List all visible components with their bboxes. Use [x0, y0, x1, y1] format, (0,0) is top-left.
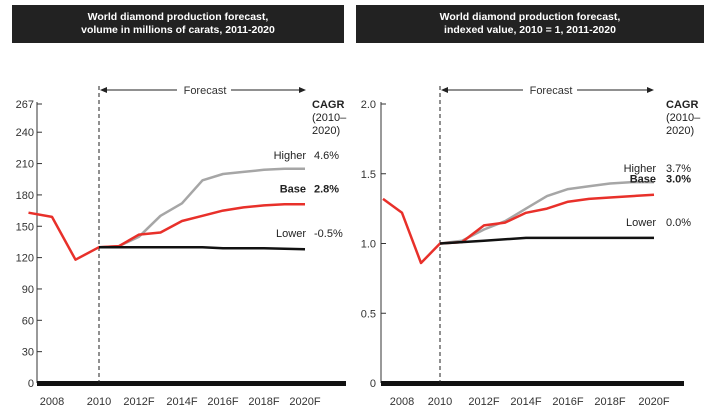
right-forecast-arrowhead-right — [647, 87, 654, 93]
left-series-cagr-higher: 4.6% — [314, 150, 339, 162]
right-cagr-header: 2020) — [666, 125, 694, 137]
right-series-line-base — [382, 193, 655, 265]
left-forecast-arrowhead-left — [100, 87, 107, 93]
right-x-tick-label: 2010 — [428, 396, 452, 408]
left-y-tick-label: 120 — [16, 253, 34, 265]
right-series-line-lower — [439, 236, 654, 245]
right-series-label-base: Base — [630, 174, 656, 186]
left-series-line-higher — [98, 167, 305, 249]
left-chart-title: World diamond production forecast, volum… — [12, 5, 344, 43]
right-series-cagr-lower: 0.0% — [666, 217, 691, 229]
right-y-tick-label: 0 — [370, 378, 376, 390]
left-chart-title-line1: World diamond production forecast, — [87, 11, 269, 23]
left-x-tick-label: 2018F — [248, 396, 279, 408]
left-x-tick-label: 2020F — [289, 396, 320, 408]
right-y-tick-label: 1.5 — [361, 169, 376, 181]
left-x-tick-label: 2014F — [166, 396, 197, 408]
left-x-tick-label: 2008 — [40, 396, 64, 408]
left-y-tick-label: 180 — [16, 190, 34, 202]
left-x-axis-baseline — [37, 381, 346, 386]
left-x-tick-label: 2010 — [87, 396, 111, 408]
left-series-line-lower — [99, 245, 306, 251]
left-y-tick-label: 150 — [16, 221, 34, 233]
left-series-cagr-lower: -0.5% — [314, 228, 343, 240]
right-forecast-arrowhead-left — [441, 87, 448, 93]
left-y-tick-label: 210 — [16, 159, 34, 171]
right-series-line-higher — [439, 180, 654, 245]
right-x-tick-label: 2014F — [510, 396, 541, 408]
right-forecast-label: Forecast — [530, 85, 573, 97]
right-series-cagr-higher: 3.7% — [666, 163, 691, 175]
right-x-tick-label: 2012F — [468, 396, 499, 408]
left-line-chart: 0 30 60 90 120 150 180 210 240 267 2008 2010 2012F 20… — [16, 85, 347, 408]
left-cagr-header: CAGR — [312, 99, 344, 111]
left-y-tick-label: 60 — [22, 315, 34, 327]
right-chart-title-line2: indexed value, 2010 = 1, 2011-2020 — [444, 24, 616, 36]
right-y-tick-label: 0.5 — [361, 308, 376, 320]
left-chart-title-line2: volume in millions of carats, 2011-2020 — [81, 24, 275, 36]
right-y-tick-label: 1.0 — [361, 239, 376, 251]
right-chart-title-line1: World diamond production forecast, — [439, 11, 621, 23]
left-y-tick-label: 240 — [16, 127, 34, 139]
left-cagr-header: 2020) — [312, 125, 340, 137]
right-series-cagr-base: 3.0% — [666, 174, 691, 186]
left-x-tick-label: 2016F — [207, 396, 238, 408]
left-y-tick-label: 267 — [16, 99, 34, 111]
right-series-label-lower: Lower — [626, 217, 656, 229]
right-x-tick-label: 2008 — [390, 396, 414, 408]
left-x-tick-label: 2012F — [123, 396, 154, 408]
right-cagr-header: CAGR — [666, 99, 698, 111]
left-series-cagr-base: 2.8% — [314, 183, 339, 195]
left-forecast-label: Forecast — [184, 85, 227, 97]
right-x-tick-label: 2018F — [594, 396, 625, 408]
left-series-label-base: Base — [280, 183, 306, 195]
left-y-tick-label: 90 — [22, 284, 34, 296]
right-x-tick-label: 2016F — [552, 396, 583, 408]
right-cagr-header: (2010– — [666, 112, 701, 124]
left-y-tick-label: 30 — [22, 347, 34, 359]
right-chart-title: World diamond production forecast, index… — [356, 5, 704, 43]
left-series-label-lower: Lower — [276, 228, 306, 240]
right-y-tick-label: 2.0 — [361, 99, 376, 111]
right-x-tick-label: 2020F — [638, 396, 669, 408]
left-series-line-base — [28, 203, 305, 261]
left-y-tick-label: 0 — [28, 378, 34, 390]
left-cagr-header: (2010– — [312, 112, 347, 124]
right-chart-panel: World diamond production forecast, index… — [356, 0, 709, 415]
right-series-label-higher: Higher — [624, 163, 657, 175]
left-series-label-higher: Higher — [274, 150, 307, 162]
left-forecast-arrowhead-right — [299, 87, 306, 93]
left-chart-panel: World diamond production forecast, volum… — [0, 0, 352, 415]
right-line-chart: 0 0.5 1.0 1.5 2.0 2008 2010 2012F 2014F 2016F 2018… — [361, 85, 701, 408]
right-x-axis-baseline — [381, 381, 684, 386]
